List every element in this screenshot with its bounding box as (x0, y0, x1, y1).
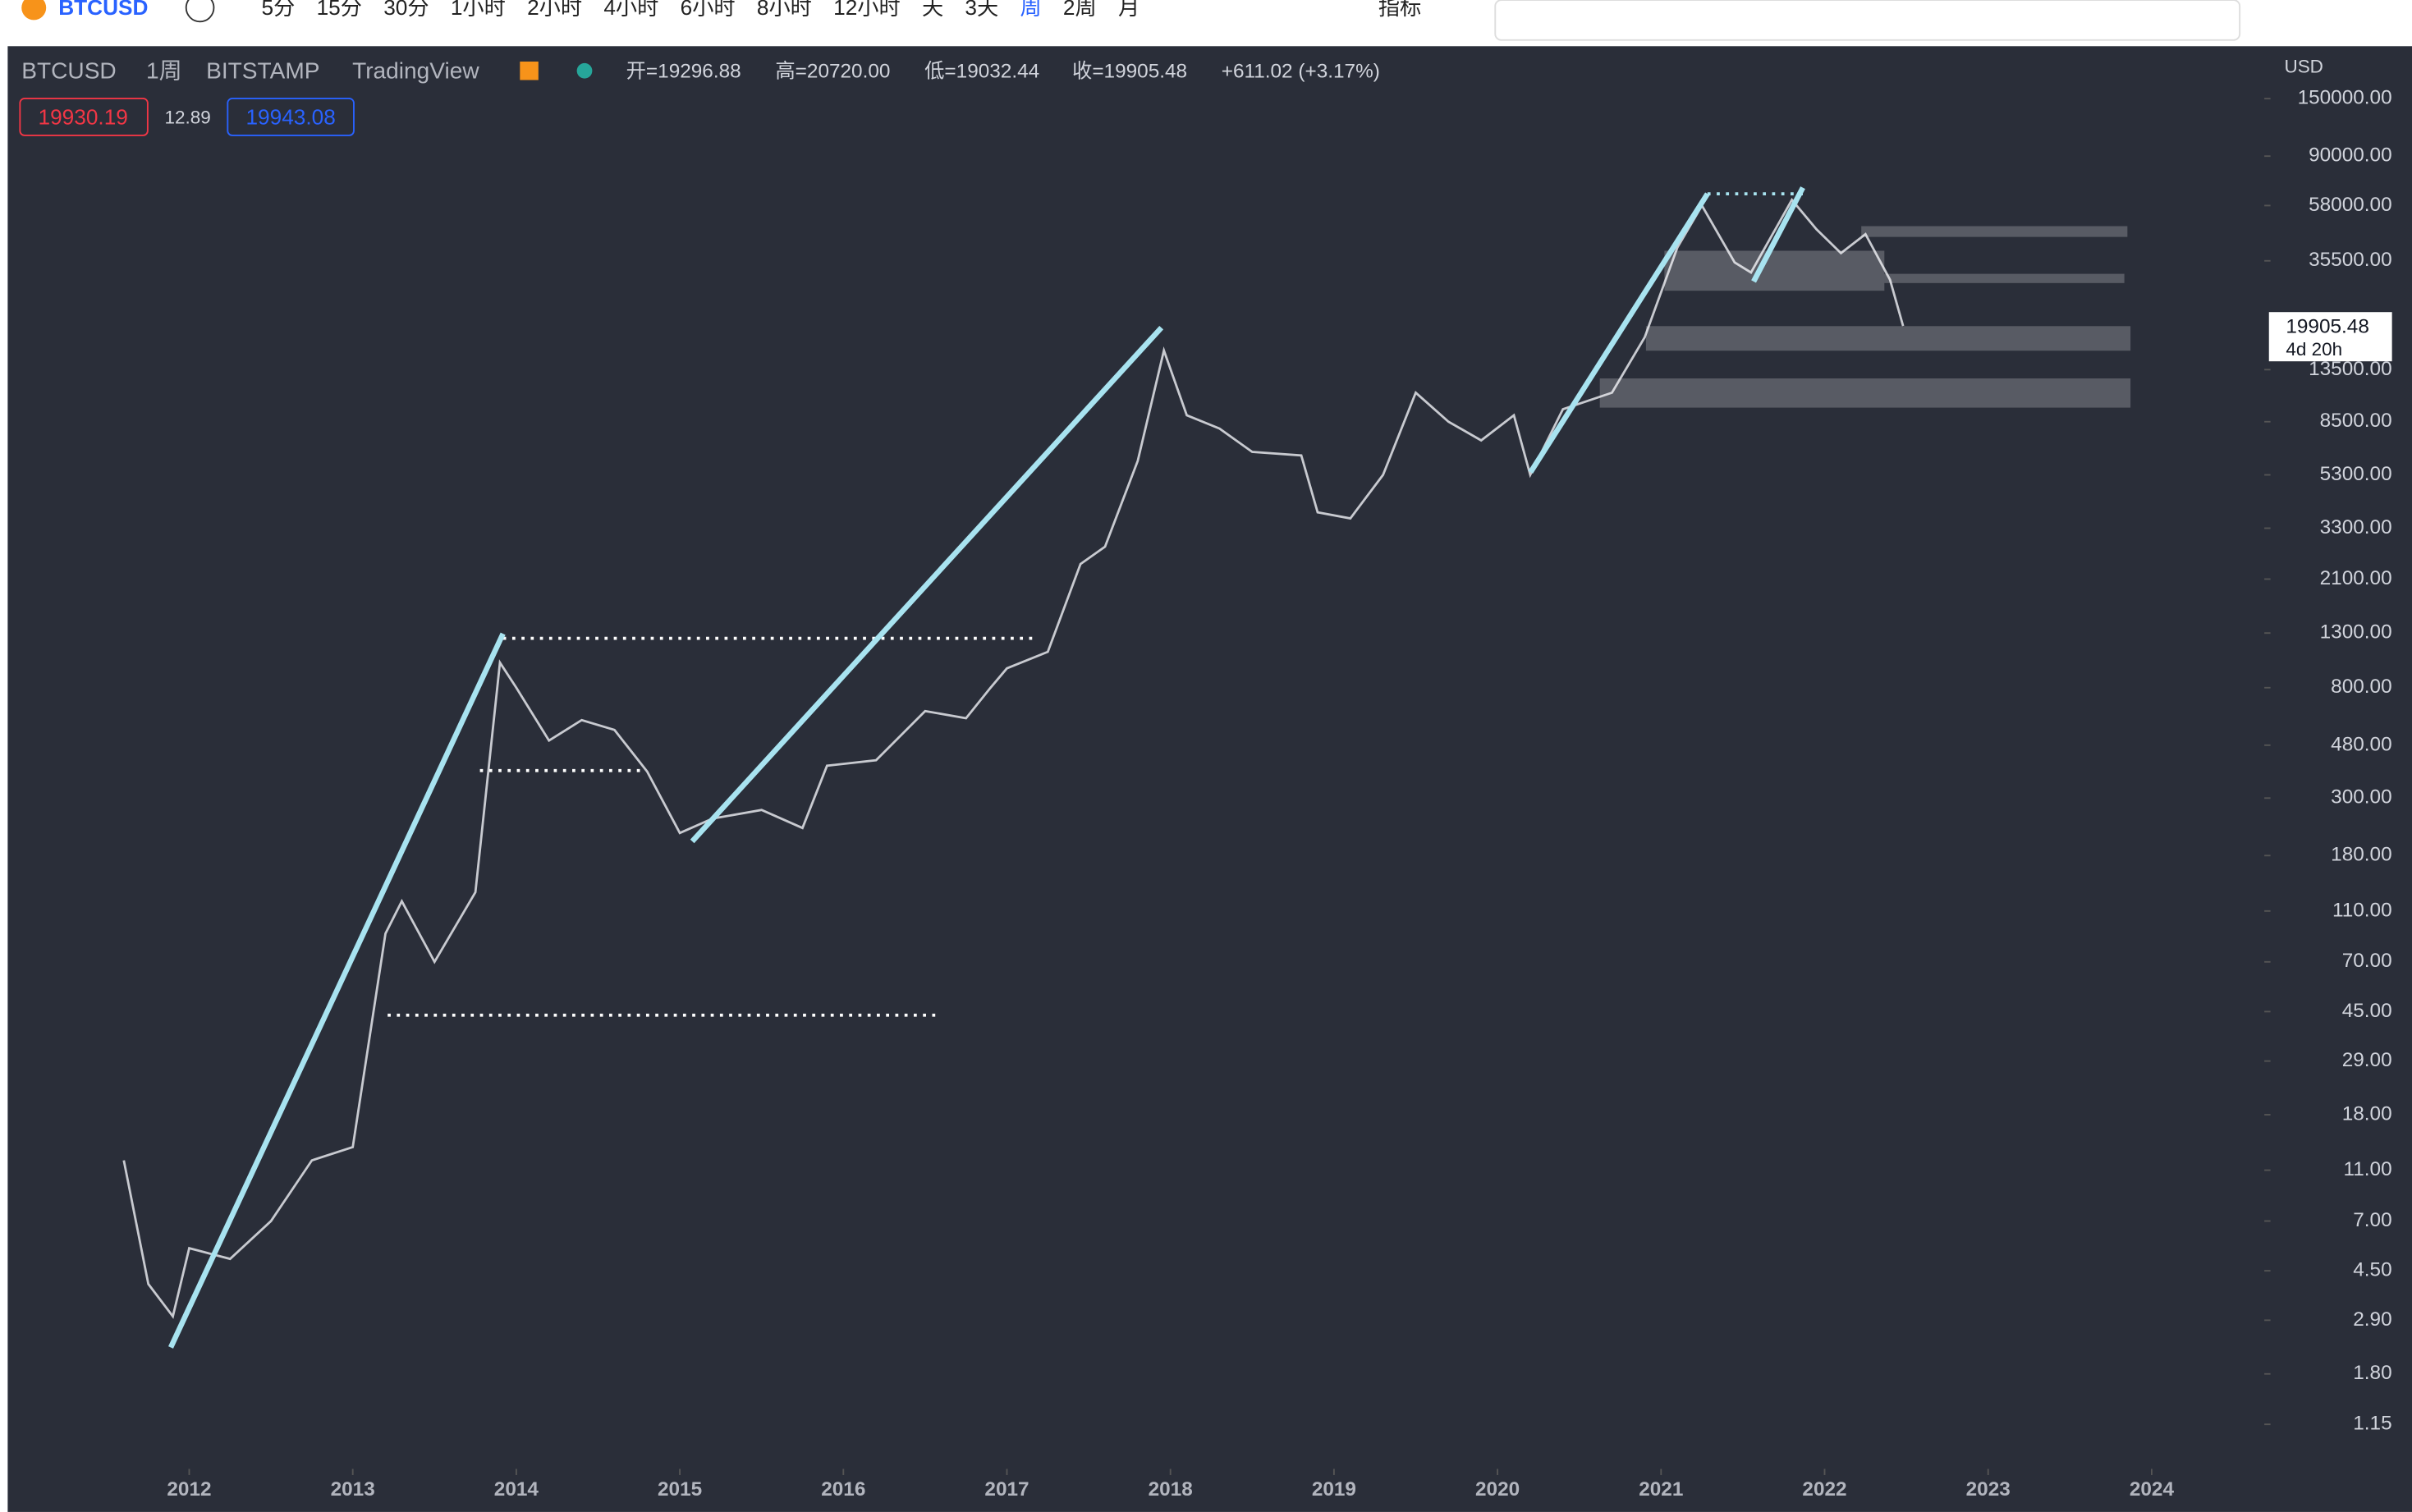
interval-button[interactable]: 6小时 (681, 0, 736, 20)
x-tick-label: 2020 (1475, 1478, 1520, 1501)
currency[interactable]: USD (2284, 56, 2323, 76)
trend-line (1751, 186, 1805, 283)
legend-open: 开=19296.88 (626, 61, 741, 83)
y-tick-label: 300.00 (2331, 786, 2391, 809)
last-price-tag (2268, 312, 2392, 362)
x-tick-label: 2023 (1966, 1478, 2011, 1501)
y-tick-label: 70.00 (2342, 950, 2392, 972)
x-tick-label: 2012 (167, 1478, 211, 1501)
interval-button[interactable]: 4小时 (603, 0, 658, 20)
x-tick-label: 2017 (984, 1478, 1029, 1501)
indicators-button[interactable]: 指标 (1378, 0, 1421, 20)
legend-interval: 1周 (146, 58, 182, 84)
y-tick-label: 35500.00 (2309, 249, 2392, 271)
status-dot (576, 62, 593, 79)
bid-price[interactable]: 19930.19 (39, 104, 128, 129)
x-tick-label: 2018 (1149, 1478, 1193, 1501)
legend-low: 低=19032.44 (924, 61, 1039, 83)
y-tick-label: 29.00 (2342, 1049, 2392, 1071)
interval-button[interactable]: 15分 (317, 0, 362, 20)
bid-box[interactable] (19, 98, 149, 136)
ask-box[interactable] (227, 98, 355, 136)
trend-line (168, 632, 506, 1349)
ask-price[interactable]: 19943.08 (245, 104, 335, 129)
y-tick-label: 1300.00 (2320, 621, 2392, 644)
legend-change: +611.02 (+3.17%) (1222, 61, 1380, 83)
y-tick-label: 2100.00 (2320, 567, 2392, 589)
legend-exchange: BITSTAMP (206, 58, 319, 84)
coin-icon (21, 0, 47, 21)
spread: 12.89 (164, 107, 210, 127)
legend-high: 高=20720.00 (775, 61, 890, 83)
add-symbol[interactable] (185, 0, 215, 23)
interval-button[interactable]: 月 (1118, 0, 1140, 20)
trend-line (1528, 192, 1710, 474)
interval-button[interactable]: 12小时 (833, 0, 901, 20)
interval-button[interactable]: 2周 (1063, 0, 1097, 20)
zone-box (1861, 226, 2128, 237)
x-tick-label: 2019 (1312, 1478, 1356, 1501)
zone-box (1884, 273, 2125, 283)
interval-button[interactable]: 1小时 (451, 0, 506, 20)
y-tick-label: 3300.00 (2320, 516, 2392, 538)
countdown: 4d 20h (2286, 339, 2342, 360)
interval-button[interactable]: 周 (1020, 0, 1041, 20)
flag-icon (520, 62, 539, 80)
y-tick-label: 4.50 (2353, 1259, 2391, 1281)
y-tick-label: 11.00 (2344, 1158, 2392, 1180)
y-tick-label: 1.80 (2353, 1362, 2391, 1384)
legend-symbol: BTCUSD (21, 58, 117, 84)
x-tick-label: 2024 (2130, 1478, 2175, 1501)
zone-box (1599, 378, 2131, 408)
x-tick-label: 2016 (821, 1478, 865, 1501)
price-line (122, 198, 1905, 1319)
interval-button[interactable]: 5分 (262, 0, 296, 20)
y-tick-label: 58000.00 (2309, 194, 2392, 216)
chart-panel (7, 46, 2412, 1512)
legend-source: TradingView (352, 58, 479, 84)
legend-close: 收=19905.48 (1072, 61, 1187, 83)
y-tick-label: 2.90 (2353, 1308, 2391, 1331)
y-tick-label: 90000.00 (2309, 144, 2392, 167)
interval-button[interactable]: 8小时 (757, 0, 812, 20)
interval-button[interactable]: 2小时 (527, 0, 582, 20)
y-tick-label: 150000.00 (2298, 87, 2392, 109)
interval-button[interactable]: 3天 (965, 0, 998, 20)
y-tick-label: 45.00 (2342, 1000, 2392, 1022)
y-tick-label: 800.00 (2331, 676, 2391, 698)
drawings (168, 186, 2131, 1349)
y-tick-label: 180.00 (2331, 844, 2391, 866)
x-tick-label: 2021 (1639, 1478, 1683, 1501)
x-tick-label: 2022 (1802, 1478, 1846, 1501)
interval-button[interactable]: 天 (922, 0, 943, 20)
y-tick-label: 5300.00 (2320, 463, 2392, 485)
toolbar-symbol[interactable]: BTCUSD (58, 0, 148, 20)
drawing-toolbar (1494, 0, 2241, 41)
x-tick-label: 2013 (331, 1478, 375, 1501)
zone-box (1645, 326, 2131, 351)
y-tick-label: 110.00 (2332, 899, 2392, 921)
y-tick-label: 1.15 (2353, 1413, 2391, 1435)
y-tick-label: 480.00 (2331, 733, 2391, 755)
y-tick-label: 8500.00 (2320, 410, 2392, 432)
y-tick-label: 13500.00 (2309, 358, 2392, 380)
interval-button[interactable]: 30分 (383, 0, 429, 20)
zone-box (1664, 250, 1885, 291)
x-tick-label: 2014 (494, 1478, 539, 1501)
last-price: 19905.48 (2286, 315, 2369, 337)
trend-line (690, 325, 1164, 844)
y-tick-label: 7.00 (2353, 1209, 2391, 1231)
y-tick-label: 18.00 (2342, 1102, 2392, 1125)
x-tick-label: 2015 (658, 1478, 702, 1501)
